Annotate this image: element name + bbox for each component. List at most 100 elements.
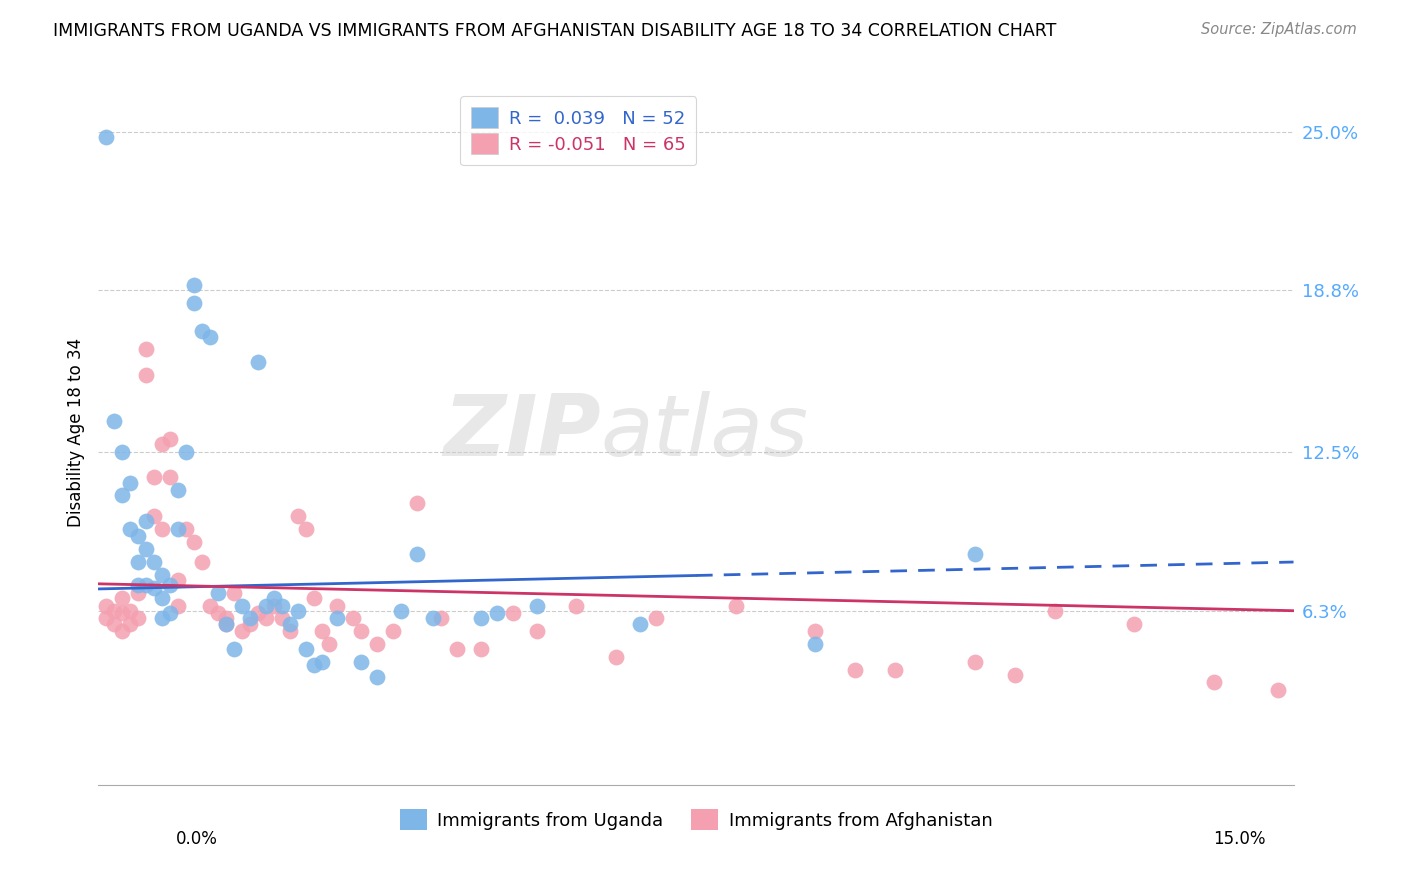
Point	[183, 278, 205, 293]
Point	[302, 591, 325, 605]
Point	[263, 591, 285, 605]
Point	[318, 637, 340, 651]
Point	[150, 522, 173, 536]
Point	[143, 508, 166, 523]
Point	[167, 483, 190, 498]
Point	[183, 296, 205, 310]
Point	[159, 470, 181, 484]
Point	[1123, 616, 1146, 631]
Text: 15.0%: 15.0%	[1213, 830, 1265, 847]
Point	[366, 637, 388, 651]
Point	[804, 624, 827, 639]
Point	[159, 607, 181, 621]
Point	[191, 325, 214, 339]
Point	[120, 616, 142, 631]
Point	[342, 611, 364, 625]
Point	[127, 555, 149, 569]
Point	[565, 599, 588, 613]
Point	[382, 624, 405, 639]
Point	[222, 642, 245, 657]
Point	[103, 604, 125, 618]
Point	[1004, 667, 1026, 681]
Point	[485, 607, 508, 621]
Point	[278, 616, 301, 631]
Point	[254, 599, 277, 613]
Point	[167, 573, 190, 587]
Point	[1267, 683, 1289, 698]
Point	[198, 599, 221, 613]
Point	[120, 522, 142, 536]
Point	[724, 599, 747, 613]
Point	[422, 611, 444, 625]
Point	[150, 591, 173, 605]
Point	[215, 616, 238, 631]
Point	[120, 475, 142, 490]
Point	[96, 129, 118, 144]
Point	[430, 611, 453, 625]
Point	[191, 555, 214, 569]
Y-axis label: Disability Age 18 to 34: Disability Age 18 to 34	[66, 338, 84, 527]
Point	[183, 534, 205, 549]
Point	[526, 624, 548, 639]
Point	[884, 663, 907, 677]
Point	[111, 591, 134, 605]
Point	[103, 414, 125, 428]
Point	[446, 642, 468, 657]
Point	[127, 586, 149, 600]
Point	[326, 611, 349, 625]
Text: 0.0%: 0.0%	[176, 830, 218, 847]
Point	[963, 547, 986, 561]
Point	[150, 567, 173, 582]
Point	[111, 488, 134, 502]
Point	[96, 611, 118, 625]
Point	[150, 437, 173, 451]
Point	[239, 611, 262, 625]
Point	[350, 624, 373, 639]
Point	[628, 616, 651, 631]
Point	[127, 578, 149, 592]
Point	[844, 663, 866, 677]
Point	[143, 581, 166, 595]
Point	[239, 616, 262, 631]
Point	[605, 649, 627, 664]
Point	[526, 599, 548, 613]
Point	[502, 607, 524, 621]
Point	[263, 599, 285, 613]
Point	[1202, 675, 1225, 690]
Point	[215, 616, 238, 631]
Point	[198, 329, 221, 343]
Point	[1043, 604, 1066, 618]
Point	[246, 607, 269, 621]
Point	[326, 599, 349, 613]
Point	[804, 637, 827, 651]
Point	[270, 611, 292, 625]
Point	[231, 624, 253, 639]
Point	[159, 432, 181, 446]
Point	[287, 508, 309, 523]
Point	[150, 611, 173, 625]
Point	[963, 655, 986, 669]
Point	[111, 445, 134, 459]
Point	[135, 368, 157, 382]
Point	[294, 642, 316, 657]
Point	[215, 611, 238, 625]
Point	[246, 355, 269, 369]
Text: ZIP: ZIP	[443, 391, 600, 475]
Point	[103, 616, 125, 631]
Point	[159, 578, 181, 592]
Point	[389, 604, 412, 618]
Point	[135, 514, 157, 528]
Point	[311, 655, 333, 669]
Legend: Immigrants from Uganda, Immigrants from Afghanistan: Immigrants from Uganda, Immigrants from …	[391, 800, 1001, 839]
Point	[111, 607, 134, 621]
Point	[174, 445, 197, 459]
Point	[207, 586, 229, 600]
Point	[127, 611, 149, 625]
Point	[222, 586, 245, 600]
Point	[135, 578, 157, 592]
Point	[294, 522, 316, 536]
Point	[302, 657, 325, 672]
Point	[366, 670, 388, 684]
Point	[143, 470, 166, 484]
Point	[143, 555, 166, 569]
